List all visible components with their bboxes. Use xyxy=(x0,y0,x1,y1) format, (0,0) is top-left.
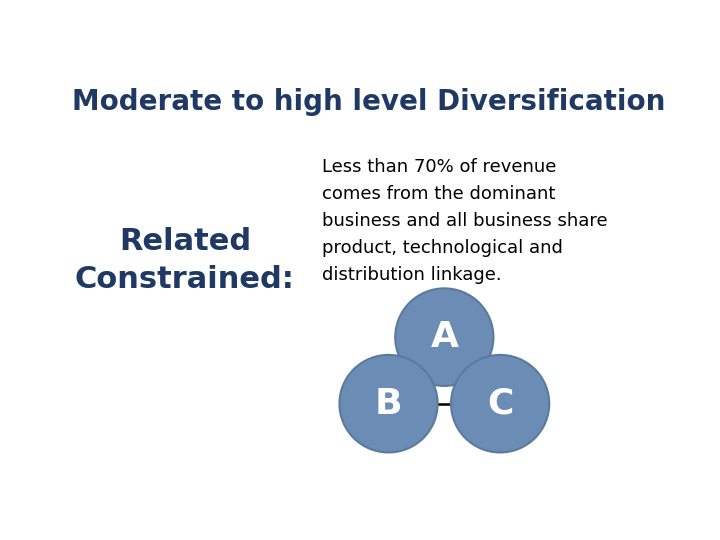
Ellipse shape xyxy=(395,288,493,386)
Text: comes from the dominant: comes from the dominant xyxy=(322,185,555,204)
Text: Moderate to high level Diversification: Moderate to high level Diversification xyxy=(72,88,666,116)
Text: distribution linkage.: distribution linkage. xyxy=(322,266,501,285)
Ellipse shape xyxy=(451,355,549,453)
Text: business and all business share: business and all business share xyxy=(322,212,607,231)
Text: C: C xyxy=(487,387,513,421)
Text: B: B xyxy=(375,387,402,421)
Text: Less than 70% of revenue: Less than 70% of revenue xyxy=(322,158,556,177)
Text: A: A xyxy=(431,320,459,354)
Text: Related
Constrained:: Related Constrained: xyxy=(75,227,294,294)
Ellipse shape xyxy=(339,355,438,453)
Text: product, technological and: product, technological and xyxy=(322,239,562,258)
